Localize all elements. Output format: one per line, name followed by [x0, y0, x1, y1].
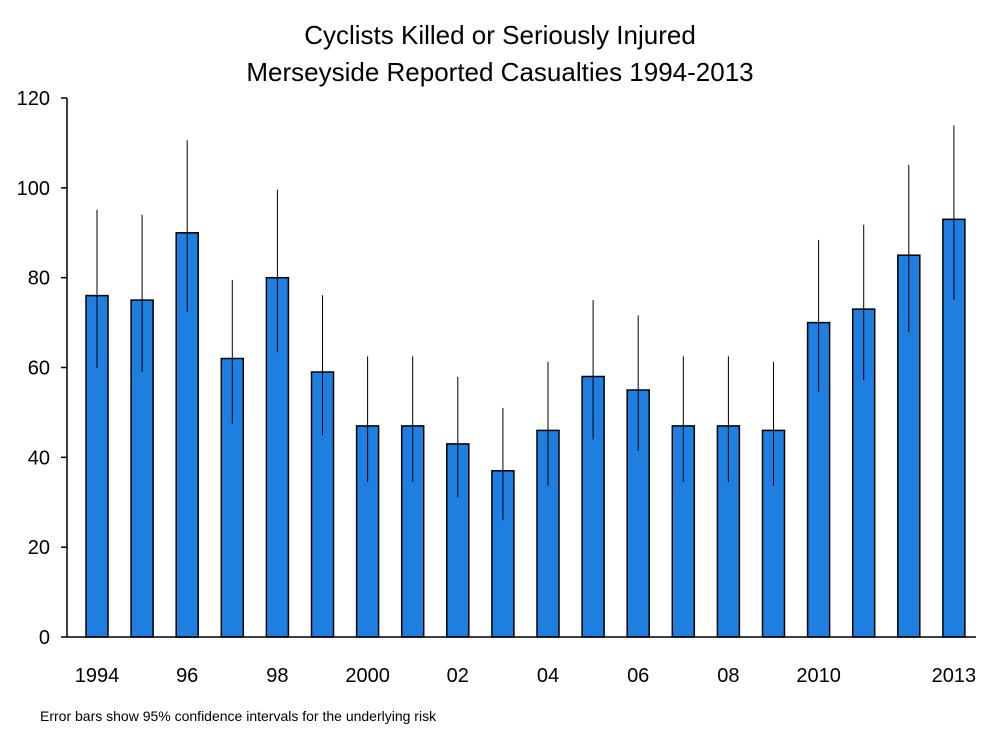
y-tick-label-80: 80	[28, 268, 50, 290]
x-tick-label-1996: 96	[176, 665, 198, 687]
bars-group	[85, 218, 966, 638]
x-tick-label-2002: 02	[447, 665, 469, 687]
y-tick-label-60: 60	[28, 358, 50, 380]
chart-title: Cyclists Killed or Seriously Injured	[304, 20, 696, 50]
y-tick-label-40: 40	[28, 447, 50, 469]
axes-group	[66, 98, 976, 638]
x-tick-label-2008: 08	[717, 665, 739, 687]
x-ticks-group: 1994 96 98 2000 02 04 06 08 2010 2013	[75, 665, 976, 687]
y-tick-label-120: 120	[17, 88, 50, 110]
y-tick-label-20: 20	[28, 537, 50, 559]
x-tick-label-1998: 98	[266, 665, 288, 687]
x-tick-label-2013: 2013	[932, 665, 977, 687]
x-tick-label-2010: 2010	[796, 665, 841, 687]
x-tick-label-2004: 04	[537, 665, 559, 687]
error-bars-group	[96, 125, 955, 521]
footnote: Error bars show 95% confidence intervals…	[40, 708, 437, 724]
x-tick-label-1994: 1994	[75, 665, 120, 687]
x-tick-label-2006: 06	[627, 665, 649, 687]
y-ticks-group: 0 20 40 60 80 100 120	[17, 88, 67, 649]
x-tick-label-2000: 2000	[345, 665, 390, 687]
y-tick-label-0: 0	[39, 627, 50, 649]
chart-subtitle: Merseyside Reported Casualties 1994-2013	[246, 57, 754, 87]
y-tick-label-100: 100	[17, 178, 50, 200]
